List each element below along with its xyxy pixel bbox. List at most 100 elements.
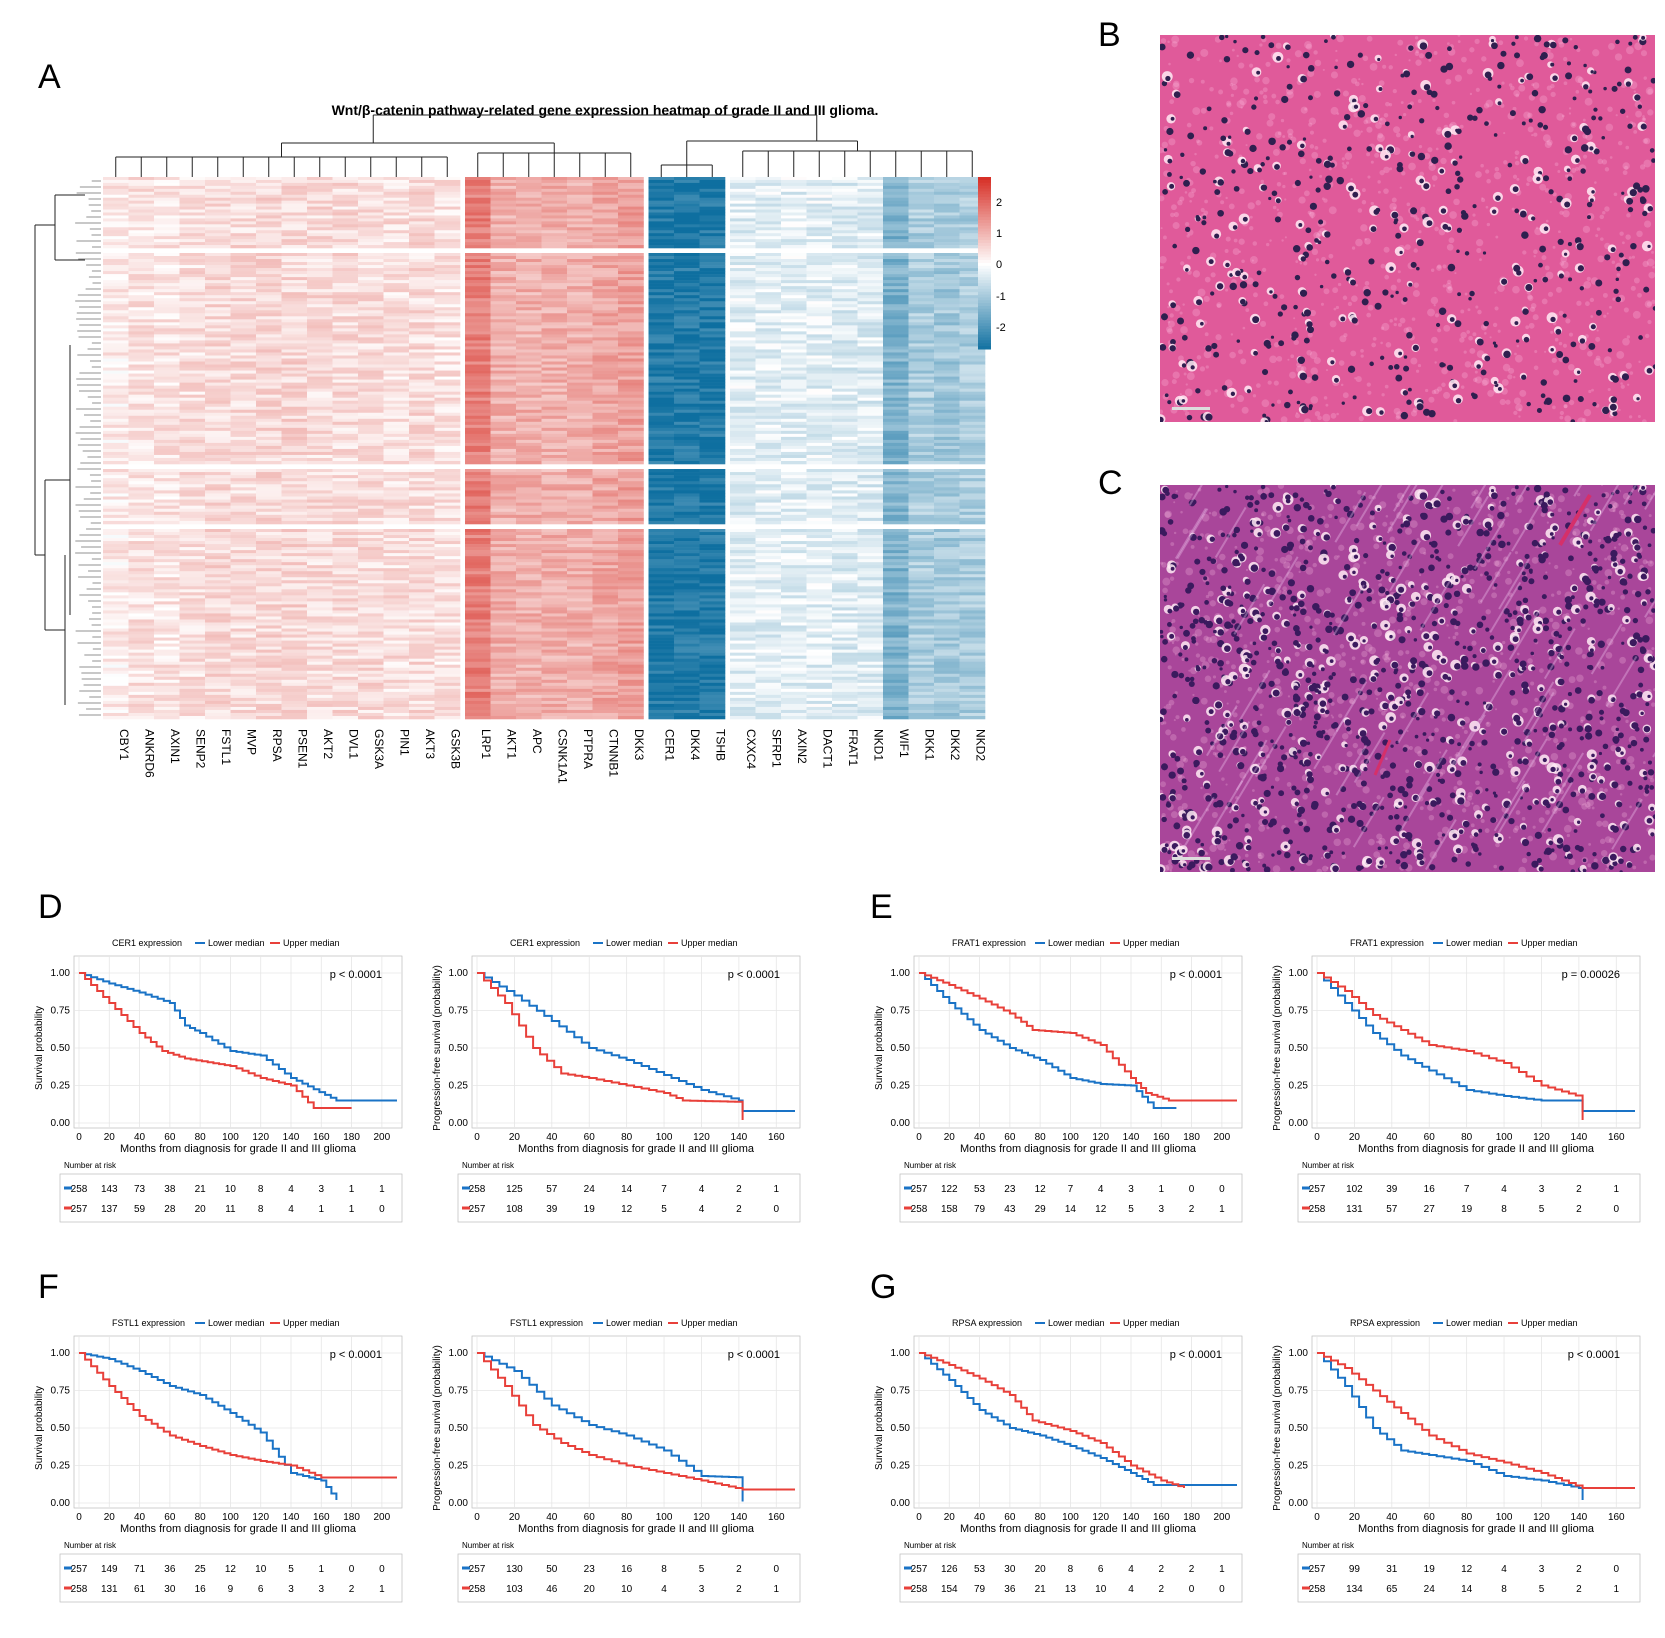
risk-count-lower: 0 bbox=[379, 1564, 385, 1575]
gene-label: TSHB bbox=[713, 729, 727, 761]
y-tick: 0.25 bbox=[51, 1461, 71, 1472]
risk-count-upper: 2 bbox=[736, 1204, 742, 1215]
x-tick: 0 bbox=[76, 1512, 82, 1523]
risk-count-lower: 23 bbox=[584, 1564, 596, 1575]
risk-count-lower: 1 bbox=[774, 1184, 780, 1195]
risk-count-upper: 154 bbox=[941, 1584, 958, 1595]
gene-label: WIF1 bbox=[897, 729, 911, 758]
x-axis-label: Months from diagnosis for grade II and I… bbox=[960, 1143, 1197, 1155]
x-tick: 0 bbox=[1314, 1512, 1320, 1523]
y-axis-label: Survival probability bbox=[874, 1386, 885, 1470]
heatmap-column-csnk1a1 bbox=[542, 177, 568, 719]
panel-label-f: F bbox=[38, 1268, 59, 1307]
x-tick: 140 bbox=[731, 1132, 748, 1143]
x-tick: 160 bbox=[313, 1132, 330, 1143]
x-tick: 60 bbox=[1424, 1512, 1436, 1523]
x-tick: 0 bbox=[916, 1132, 922, 1143]
heatmap-column-tshb bbox=[700, 177, 726, 719]
risk-count-upper: 1 bbox=[1614, 1584, 1620, 1595]
p-value: p < 0.0001 bbox=[330, 969, 382, 981]
risk-count-upper: 1 bbox=[774, 1584, 780, 1595]
gene-label: CER1 bbox=[662, 729, 676, 761]
risk-count-lower: 16 bbox=[1424, 1184, 1436, 1195]
risk-count-upper: 4 bbox=[661, 1584, 667, 1595]
risk-count-lower: 3 bbox=[319, 1184, 325, 1195]
risk-count-lower: 19 bbox=[1424, 1564, 1436, 1575]
risk-count-upper: 29 bbox=[1035, 1204, 1047, 1215]
heatmap-column-senp2 bbox=[180, 177, 206, 719]
y-tick: 0.00 bbox=[1289, 1118, 1309, 1129]
gene-label: AXIN2 bbox=[795, 729, 809, 764]
x-tick: 40 bbox=[134, 1512, 146, 1523]
risk-count-upper: 10 bbox=[1095, 1584, 1107, 1595]
x-tick: 60 bbox=[164, 1132, 176, 1143]
x-tick: 160 bbox=[1608, 1132, 1625, 1143]
risk-count-upper: 4 bbox=[1128, 1584, 1134, 1595]
x-tick: 200 bbox=[1214, 1512, 1231, 1523]
heatmap-column-ptpra bbox=[567, 177, 593, 719]
km-legend-lower: Lower median bbox=[1446, 1318, 1503, 1328]
histology-image-b bbox=[1160, 35, 1655, 422]
y-tick: 1.00 bbox=[891, 968, 911, 979]
gene-label: FSTL1 bbox=[219, 729, 233, 765]
risk-count-lower: 257 bbox=[469, 1564, 486, 1575]
risk-count-upper: 2 bbox=[1189, 1204, 1195, 1215]
heatmap-column-rpsa bbox=[256, 177, 282, 719]
y-tick: 0.75 bbox=[1289, 1006, 1309, 1017]
risk-count-lower: 0 bbox=[349, 1564, 355, 1575]
km-legend-title: FRAT1 expression bbox=[1350, 938, 1424, 948]
risk-count-lower: 21 bbox=[195, 1184, 207, 1195]
x-tick: 100 bbox=[656, 1132, 673, 1143]
x-tick: 20 bbox=[1349, 1132, 1361, 1143]
y-tick: 0.75 bbox=[449, 1386, 469, 1397]
risk-count-lower: 1 bbox=[319, 1564, 325, 1575]
x-tick: 20 bbox=[509, 1132, 521, 1143]
x-tick: 140 bbox=[1123, 1132, 1140, 1143]
x-axis-label: Months from diagnosis for grade II and I… bbox=[1358, 1143, 1595, 1155]
km-legend-title: FSTL1 expression bbox=[510, 1318, 583, 1328]
km-legend-upper: Upper median bbox=[283, 1318, 340, 1328]
x-tick: 100 bbox=[222, 1512, 239, 1523]
legend-tick: 2 bbox=[996, 197, 1002, 209]
risk-count-upper: 6 bbox=[258, 1584, 264, 1595]
risk-count-upper: 1 bbox=[319, 1204, 325, 1215]
x-tick: 140 bbox=[283, 1132, 300, 1143]
y-tick: 1.00 bbox=[1289, 968, 1309, 979]
heatmap-column-pin1 bbox=[384, 177, 410, 719]
x-tick: 100 bbox=[1496, 1132, 1513, 1143]
gene-label: SFRP1 bbox=[769, 729, 783, 768]
gene-label: AKT1 bbox=[504, 729, 518, 759]
risk-count-lower: 2 bbox=[1576, 1184, 1582, 1195]
risk-count-upper: 0 bbox=[379, 1204, 385, 1215]
risk-count-lower: 257 bbox=[911, 1564, 928, 1575]
risk-count-lower: 14 bbox=[621, 1184, 633, 1195]
risk-count-upper: 3 bbox=[699, 1584, 705, 1595]
x-tick: 140 bbox=[283, 1512, 300, 1523]
gene-label: CSNK1A1 bbox=[555, 729, 569, 784]
x-tick: 140 bbox=[1571, 1132, 1588, 1143]
risk-count-upper: 61 bbox=[134, 1584, 146, 1595]
risk-count-upper: 108 bbox=[506, 1204, 523, 1215]
risk-count-upper: 158 bbox=[941, 1204, 958, 1215]
y-tick: 0.00 bbox=[891, 1118, 911, 1129]
x-tick: 160 bbox=[1153, 1512, 1170, 1523]
x-tick: 180 bbox=[1183, 1512, 1200, 1523]
x-tick: 40 bbox=[546, 1132, 558, 1143]
risk-count-lower: 1 bbox=[349, 1184, 355, 1195]
heatmap-column-dkk1 bbox=[909, 177, 935, 719]
x-axis-label: Months from diagnosis for grade II and I… bbox=[518, 1143, 755, 1155]
heatmap-column-cby1 bbox=[103, 177, 129, 719]
risk-count-lower: 20 bbox=[1035, 1564, 1047, 1575]
risk-count-lower: 257 bbox=[1309, 1564, 1326, 1575]
x-tick: 60 bbox=[1004, 1132, 1016, 1143]
heatmap-column-apc bbox=[516, 177, 542, 719]
x-tick: 40 bbox=[1386, 1512, 1398, 1523]
x-tick: 20 bbox=[104, 1132, 116, 1143]
risk-count-upper: 258 bbox=[1309, 1204, 1326, 1215]
km-legend-lower: Lower median bbox=[1446, 938, 1503, 948]
y-tick: 0.25 bbox=[891, 1081, 911, 1092]
